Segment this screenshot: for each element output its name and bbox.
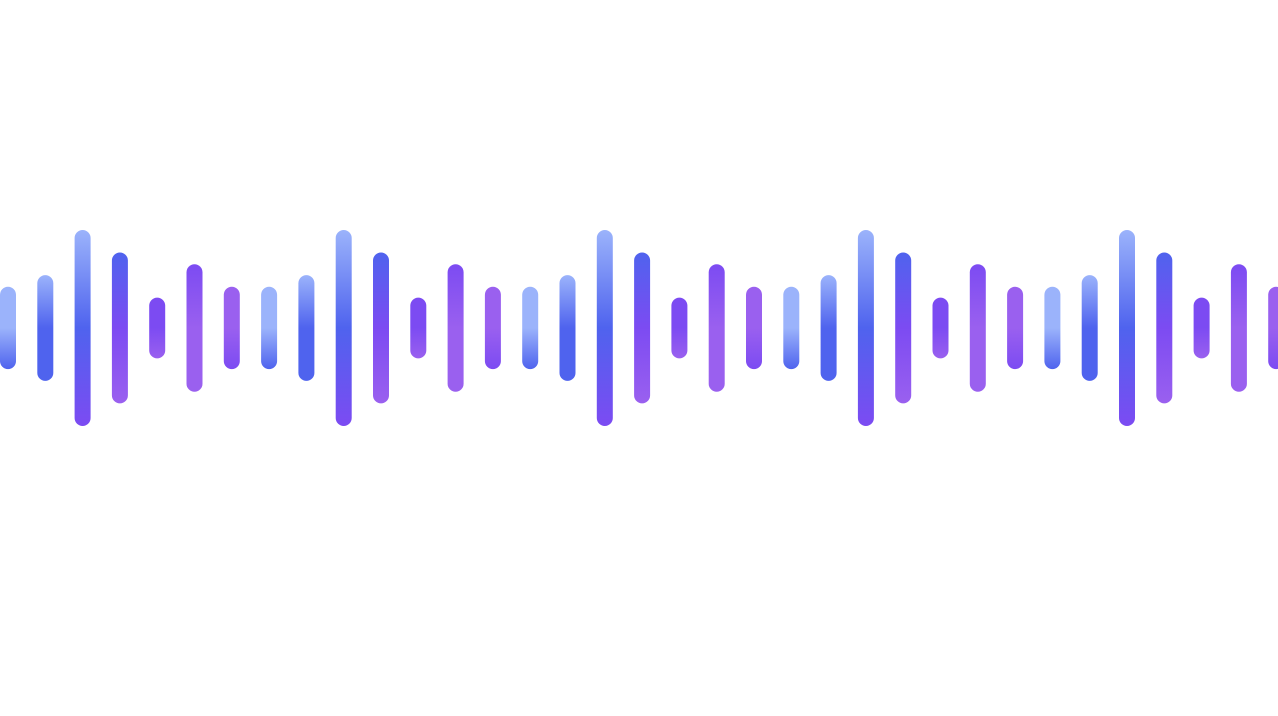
waveform-bar [335, 230, 352, 426]
waveform-bar [857, 230, 874, 426]
waveform-bar [373, 252, 389, 404]
waveform-bar [746, 286, 762, 370]
waveform-bar [484, 286, 501, 370]
waveform-bar [261, 286, 278, 370]
waveform-bar [1268, 286, 1278, 370]
waveform-bar [37, 275, 54, 381]
waveform-bar [1193, 297, 1210, 359]
waveform-bar [708, 264, 725, 392]
waveform-bar [298, 275, 315, 381]
waveform-bar [634, 252, 651, 404]
waveform-bar [410, 297, 427, 359]
waveform-bar [447, 264, 464, 392]
waveform-bar [1119, 230, 1135, 426]
waveform-bar [0, 286, 16, 370]
waveform-bar [932, 297, 949, 359]
waveform-bar [1044, 286, 1061, 370]
waveform-bar [1081, 275, 1098, 381]
waveform-bars [0, 230, 1278, 426]
waveform-bar [969, 264, 986, 392]
waveform-bar [1156, 252, 1173, 404]
waveform-bar [820, 275, 837, 381]
waveform-bar [596, 230, 613, 426]
waveform-bar [1230, 264, 1247, 392]
waveform-bar [1007, 286, 1024, 370]
waveform-bar [223, 286, 240, 370]
waveform-bar [149, 297, 166, 359]
waveform-bar [186, 264, 203, 392]
waveform-bar [111, 252, 128, 404]
waveform-bar [522, 286, 539, 370]
waveform-bar [783, 286, 800, 370]
waveform-bar [895, 252, 912, 404]
waveform-bar [74, 230, 91, 426]
waveform-bar [559, 275, 576, 381]
waveform-bar [671, 297, 688, 359]
